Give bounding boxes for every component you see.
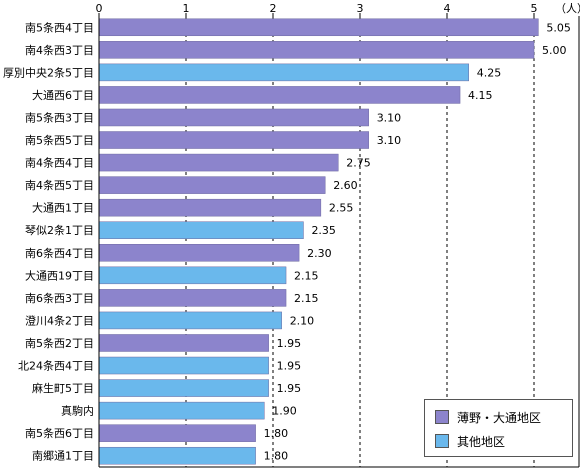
bar [98, 379, 269, 397]
data-label: 1.95 [277, 360, 302, 373]
data-label: 1.80 [264, 450, 289, 463]
data-label: 3.10 [377, 134, 402, 147]
category-label: 琴似2条1丁目 [25, 223, 94, 237]
category-label: 南4条西4丁目 [25, 156, 94, 170]
bar [98, 86, 461, 104]
bar [98, 334, 269, 352]
data-label: 2.60 [333, 179, 358, 192]
category-label: 南4条西3丁目 [25, 43, 94, 57]
data-label: 2.10 [290, 314, 315, 327]
legend-item-susukino: 薄野・大通地区 [435, 408, 541, 426]
legend: 薄野・大通地区 其他地区 [424, 399, 573, 457]
bar [98, 424, 256, 442]
category-label: 南6条西4丁目 [25, 246, 94, 260]
legend-label-susukino: 薄野・大通地区 [457, 410, 542, 425]
data-label: 2.15 [294, 292, 319, 305]
legend-swatch-other [435, 434, 449, 448]
unit-label: （人） [555, 2, 580, 15]
data-label: 4.15 [468, 89, 493, 102]
x-tick-label: 2 [270, 2, 277, 15]
x-tick-label: 5 [531, 2, 538, 15]
bar [98, 356, 269, 375]
data-label: 4.25 [477, 66, 502, 79]
data-label: 1.90 [272, 405, 297, 418]
x-tick-label: 3 [357, 2, 364, 15]
category-label: 南5条西4丁目 [25, 20, 94, 34]
category-label: 大通西6丁目 [32, 88, 94, 102]
data-label: 2.35 [311, 224, 336, 237]
category-label: 厚別中央2条5丁目 [3, 65, 94, 79]
data-label: 1.95 [277, 382, 302, 395]
legend-item-other: 其他地区 [435, 432, 505, 450]
bar [98, 41, 535, 59]
bar [98, 153, 339, 172]
bar [98, 289, 287, 307]
data-label: 2.55 [329, 202, 354, 215]
category-label: 南4条西5丁目 [25, 178, 94, 192]
category-label: 大通西1丁目 [32, 201, 94, 215]
bar [98, 63, 469, 82]
bar [98, 176, 326, 194]
data-label: 1.95 [277, 337, 302, 350]
category-label: 澄川4条2丁目 [25, 313, 94, 327]
category-label: 南郷通1丁目 [32, 449, 94, 463]
bar [98, 311, 282, 330]
bar [98, 18, 539, 37]
bar [98, 244, 300, 262]
data-label: 1.80 [264, 427, 289, 440]
legend-label-other: 其他地区 [457, 434, 506, 449]
x-tick-label: 1 [183, 2, 190, 15]
bar [98, 446, 256, 465]
data-label: 2.15 [294, 269, 319, 282]
x-tick-label: 4 [444, 2, 451, 15]
x-tick-label: 0 [96, 2, 103, 15]
bar [98, 108, 369, 127]
category-label: 南5条西6丁目 [25, 426, 94, 440]
data-label: 5.05 [546, 21, 571, 34]
category-label: 北24条西4丁目 [18, 359, 94, 373]
bar [98, 266, 287, 285]
legend-swatch-susukino [435, 410, 449, 424]
data-label: 3.10 [377, 111, 402, 124]
bar [98, 131, 369, 149]
bar [98, 401, 265, 420]
bar [98, 198, 322, 217]
category-label: 南6条西3丁目 [25, 291, 94, 305]
category-label: 大通西19丁目 [25, 268, 94, 282]
category-label: 麻生町5丁目 [32, 381, 94, 395]
category-label: 南5条西3丁目 [25, 110, 94, 124]
category-label: 真駒内 [61, 404, 94, 418]
data-label: 2.30 [307, 247, 332, 260]
bar [98, 221, 304, 239]
category-label: 南5条西5丁目 [25, 133, 94, 147]
data-label: 2.75 [346, 157, 371, 170]
data-label: 5.00 [542, 44, 567, 57]
category-label: 南5条西2丁目 [25, 336, 94, 350]
